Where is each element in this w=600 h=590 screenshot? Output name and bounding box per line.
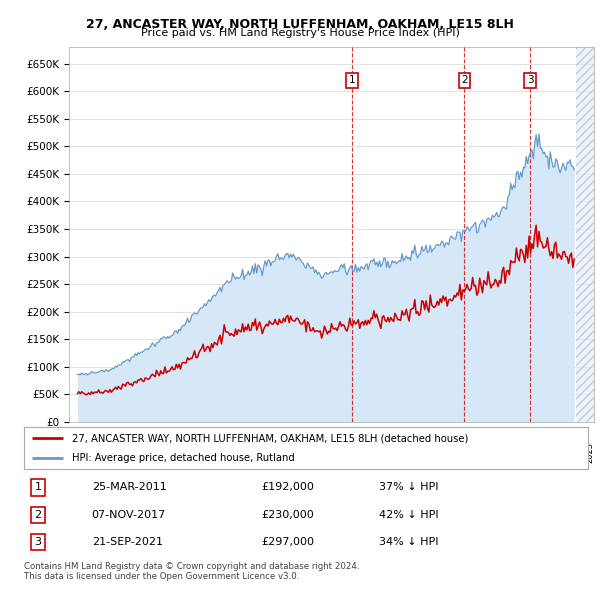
Text: Price paid vs. HM Land Registry's House Price Index (HPI): Price paid vs. HM Land Registry's House …	[140, 28, 460, 38]
Text: 1996: 1996	[94, 442, 103, 464]
Text: HPI: Average price, detached house, Rutland: HPI: Average price, detached house, Rutl…	[72, 453, 295, 463]
Text: 2019: 2019	[484, 442, 493, 464]
Text: 2006: 2006	[264, 442, 273, 464]
Text: 1997: 1997	[112, 442, 121, 464]
Text: This data is licensed under the Open Government Licence v3.0.: This data is licensed under the Open Gov…	[24, 572, 299, 581]
Text: 34% ↓ HPI: 34% ↓ HPI	[379, 537, 439, 547]
Text: 1: 1	[349, 76, 356, 86]
Text: 25-MAR-2011: 25-MAR-2011	[92, 483, 166, 493]
Text: 07-NOV-2017: 07-NOV-2017	[92, 510, 166, 520]
Text: 2012: 2012	[365, 442, 374, 464]
Text: 2017: 2017	[450, 442, 459, 464]
Text: 2000: 2000	[162, 442, 171, 464]
Text: 2024: 2024	[569, 442, 578, 464]
Text: 1995: 1995	[77, 442, 86, 464]
Text: 1: 1	[35, 483, 41, 493]
Text: 2016: 2016	[433, 442, 442, 464]
Text: 27, ANCASTER WAY, NORTH LUFFENHAM, OAKHAM, LE15 8LH (detached house): 27, ANCASTER WAY, NORTH LUFFENHAM, OAKHA…	[72, 433, 469, 443]
Text: 2015: 2015	[416, 442, 425, 464]
Text: 2025: 2025	[586, 442, 595, 464]
Text: £297,000: £297,000	[261, 537, 314, 547]
Text: 37% ↓ HPI: 37% ↓ HPI	[379, 483, 439, 493]
Text: £230,000: £230,000	[261, 510, 314, 520]
Text: 2020: 2020	[501, 442, 510, 464]
Text: 3: 3	[527, 76, 533, 86]
Text: 2007: 2007	[281, 442, 290, 464]
Text: 1999: 1999	[145, 442, 154, 464]
Text: 2022: 2022	[535, 442, 544, 464]
Text: 27, ANCASTER WAY, NORTH LUFFENHAM, OAKHAM, LE15 8LH: 27, ANCASTER WAY, NORTH LUFFENHAM, OAKHA…	[86, 18, 514, 31]
Text: 2008: 2008	[298, 442, 307, 464]
Text: 2011: 2011	[349, 442, 358, 464]
Text: 2: 2	[461, 76, 468, 86]
Text: 2013: 2013	[382, 442, 391, 464]
Text: Contains HM Land Registry data © Crown copyright and database right 2024.: Contains HM Land Registry data © Crown c…	[24, 562, 359, 571]
Text: 3: 3	[35, 537, 41, 547]
Text: 1998: 1998	[128, 442, 137, 464]
Text: 2018: 2018	[467, 442, 476, 464]
Text: 21-SEP-2021: 21-SEP-2021	[92, 537, 163, 547]
Text: 2010: 2010	[331, 442, 340, 464]
Text: 2003: 2003	[213, 442, 222, 464]
Text: 2005: 2005	[247, 442, 256, 464]
Text: 2001: 2001	[179, 442, 188, 464]
Text: 2023: 2023	[551, 442, 560, 464]
Text: 2021: 2021	[518, 442, 527, 464]
Text: 2009: 2009	[314, 442, 323, 464]
Text: 2014: 2014	[399, 442, 408, 464]
Text: 2002: 2002	[196, 442, 205, 464]
Text: 2004: 2004	[230, 442, 239, 464]
Text: 2: 2	[35, 510, 41, 520]
Text: £192,000: £192,000	[261, 483, 314, 493]
Text: 42% ↓ HPI: 42% ↓ HPI	[379, 510, 439, 520]
